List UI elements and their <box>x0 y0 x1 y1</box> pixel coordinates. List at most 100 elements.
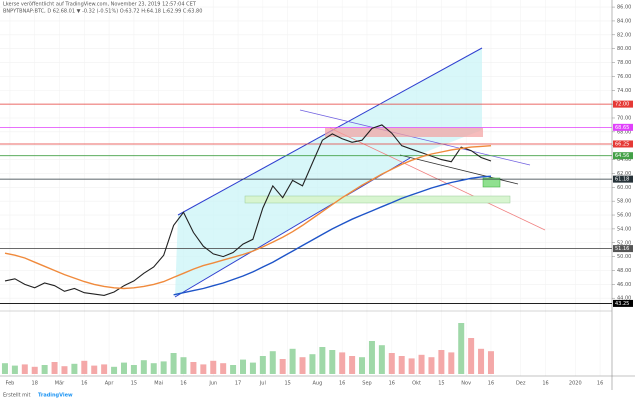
footer-text: Erstellt mit <box>3 393 30 399</box>
level-label-box <box>613 100 633 108</box>
drawings <box>174 47 546 298</box>
y-tick-label: 78.00 <box>617 60 631 66</box>
volume-bar <box>160 361 167 374</box>
volume-bar <box>91 365 98 374</box>
volume-bar <box>368 341 375 374</box>
volume-bar <box>240 359 247 374</box>
x-tick-label: 16 <box>488 381 494 387</box>
y-tick-label: 56.00 <box>617 213 631 219</box>
y-tick-label: 50.00 <box>617 254 631 260</box>
level-label-box <box>613 152 633 160</box>
volume-bar <box>140 360 147 374</box>
volume-bar <box>418 354 425 374</box>
x-tick-label: Okt <box>412 381 421 387</box>
y-tick-label: 48.00 <box>617 268 631 274</box>
volume-bar <box>468 338 475 374</box>
y-tick-label: 74.00 <box>617 88 631 94</box>
volume-bar <box>299 357 306 374</box>
footer-brand: TradingView <box>38 393 73 399</box>
y-tick-label: 54.00 <box>617 226 631 232</box>
y-tick-label: 60.00 <box>617 185 631 191</box>
volume-bar <box>21 364 28 374</box>
volume-bar <box>249 362 256 374</box>
level-label: 66.25 <box>615 141 629 147</box>
zone <box>244 195 511 204</box>
volume-bar <box>101 364 108 374</box>
volume-bar <box>289 348 296 374</box>
y-tick-label: 84.00 <box>617 18 631 24</box>
level-label-box <box>613 245 633 253</box>
x-tick-label: 16 <box>389 381 395 387</box>
y-tick-label: 58.00 <box>617 199 631 205</box>
x-tick-label: Sep <box>362 381 371 387</box>
x-tick-label: 17 <box>235 381 241 387</box>
volume-bar <box>31 366 38 374</box>
y-tick-label: 52.00 <box>617 240 631 246</box>
volume-bar <box>279 359 286 374</box>
volume-bar <box>259 356 266 374</box>
volume-bar <box>349 356 356 374</box>
series-line <box>4 145 492 290</box>
volume-bar <box>61 366 68 374</box>
volume-bar <box>210 360 217 374</box>
volume-bar <box>120 362 127 374</box>
level-label-box <box>613 175 633 183</box>
volume-bar <box>319 347 326 374</box>
y-tick-label: 86.00 <box>617 5 631 11</box>
volume-bar <box>1 363 8 374</box>
volume-bar <box>339 352 346 374</box>
volume-bar <box>378 345 385 374</box>
volume-bar <box>438 350 445 374</box>
volume-bar <box>111 366 118 374</box>
volume-bar <box>71 363 78 374</box>
level-label: 61.18 <box>615 177 629 183</box>
volume-bar <box>458 323 465 374</box>
x-tick-label: 18 <box>32 381 38 387</box>
volume-bar <box>200 364 207 374</box>
volume-bar <box>487 351 494 374</box>
volume-bar <box>408 358 415 374</box>
volume-bar <box>130 365 137 374</box>
x-tick-label: Mai <box>154 381 163 387</box>
level-label: 64.56 <box>615 153 629 159</box>
volume-bar <box>170 353 177 374</box>
level-label: 43.25 <box>615 301 629 307</box>
level-label: 72.00 <box>615 102 629 108</box>
y-tick-label: 82.00 <box>617 32 631 38</box>
level-label: 68.65 <box>615 125 629 131</box>
volume-bar <box>428 357 435 374</box>
y-tick-label: 68.00 <box>617 129 631 135</box>
volume-bar <box>150 363 157 374</box>
x-tick-label: 16 <box>339 381 345 387</box>
publish-info: Lkerse veröffentlicht auf TradingView.co… <box>3 2 197 8</box>
zone <box>325 128 483 137</box>
channel-fill <box>175 48 482 297</box>
x-tick-label: 15 <box>284 381 290 387</box>
y-tick-label: 64.00 <box>617 157 631 163</box>
y-tick-label: 46.00 <box>617 282 631 288</box>
volume-bar <box>398 356 405 374</box>
x-tick-label: Dez <box>516 381 526 387</box>
x-tick-label: 16 <box>597 381 603 387</box>
series-line <box>4 124 492 296</box>
x-tick-label: Feb <box>5 381 14 387</box>
level-label-box <box>613 299 633 307</box>
x-tick-label: 15 <box>438 381 444 387</box>
volume-bar <box>51 362 58 374</box>
volume-bar <box>81 360 88 374</box>
level-label: 51.16 <box>615 246 629 252</box>
x-tick-label: Apr <box>105 381 115 387</box>
volume-bar <box>329 350 336 374</box>
volume-bar <box>269 351 276 374</box>
level-label-box <box>613 140 633 148</box>
y-tick-label: 44.00 <box>617 296 631 302</box>
x-tick-label: 16 <box>542 381 548 387</box>
x-tick-label: Jul <box>259 381 266 387</box>
volume-bar <box>220 363 227 374</box>
channel-lower <box>174 157 411 298</box>
volume-bar <box>388 353 395 374</box>
x-tick-label: 16 <box>81 381 87 387</box>
volume-bar <box>478 348 485 374</box>
x-tick-label: 15 <box>131 381 137 387</box>
